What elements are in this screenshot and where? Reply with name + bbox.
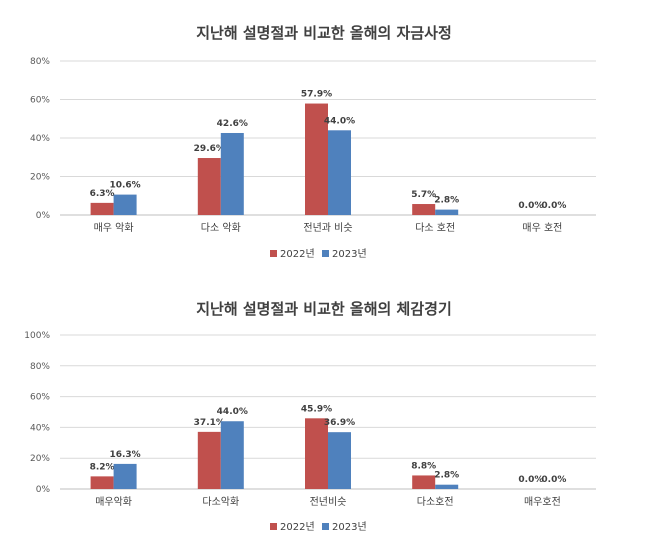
- chart-1-bar-2022: [90, 202, 114, 215]
- chart-1-category-label: 다소 악화: [201, 222, 241, 234]
- chart-2-data-label: 37.1%: [194, 418, 225, 428]
- chart-2-data-label: 0.0%: [541, 475, 566, 485]
- chart-2-data-label: 8.8%: [411, 461, 436, 471]
- chart-1-y-tick-label: 0%: [36, 211, 51, 221]
- chart-1-category-label: 매우 악화: [94, 222, 134, 234]
- chart-2-data-label: 2.8%: [434, 471, 459, 481]
- chart-1-bar-2022: [412, 204, 436, 215]
- chart-2-category-label: 전년비슷: [310, 496, 347, 508]
- chart-2-bar-2022: [412, 475, 436, 489]
- chart-2-data-label: 0.0%: [518, 475, 543, 485]
- chart-1-plot: 0% 20% 40% 60% 80% 6.3%10.6% 매우 악화 29.6% 42.6% 다소…: [30, 57, 596, 260]
- chart-2-title: 지난해 설명절과 비교한 올해의 체감경기: [196, 300, 452, 318]
- chart-1-legend-swatch-2023: [322, 250, 329, 257]
- chart-1-legend-label: 2022년: [280, 248, 315, 260]
- chart-2-data-label: 44.0%: [217, 407, 248, 417]
- chart-1-bar-2023: [328, 130, 351, 215]
- chart-2-data-label: 16.3%: [109, 450, 140, 460]
- chart-2-y-tick-label: 20%: [30, 454, 50, 464]
- chart-2-bar-2022: [197, 431, 221, 489]
- chart-2-y-tick-label: 40%: [30, 423, 50, 433]
- chart-2-legend-label: 2022년: [280, 521, 315, 533]
- chart-2-category-label: 매우호전: [524, 496, 561, 508]
- chart-2-legend-swatch-2023: [322, 523, 329, 530]
- chart-1-data-label: 0.0%: [518, 201, 543, 211]
- chart-1-data-label: 29.6%: [194, 144, 225, 154]
- chart-1-y-tick-label: 20%: [30, 173, 50, 183]
- chart-funding-situation: 0% 20% 40% 60% 80% 6.3% 10.6% 매우 악화 29.6% 42.6% 다소…: [30, 24, 596, 260]
- chart-2-legend-swatch-2022: [270, 523, 277, 530]
- chart-1-data-label: 0.0%: [541, 201, 566, 211]
- chart-business-sentiment: 0% 20% 40% 60% 80% 100% 8.2% 16.3% 매우악화 37.1% 44.0…: [0, 282, 648, 558]
- chart-1-bar-2022: [305, 103, 328, 215]
- chart-1-bar-2023: [113, 194, 137, 215]
- chart-1-bar-2023: [435, 209, 459, 215]
- chart-1-y-tick-label: 60%: [30, 96, 50, 106]
- chart-1-legend-swatch-2022: [270, 250, 277, 257]
- chart-1-y-tick-label: 80%: [30, 57, 50, 67]
- chart-1-data-label: 44.0%: [324, 116, 355, 126]
- chart-2-bar-2023: [113, 463, 137, 489]
- chart-2-plot: 0% 20% 40% 60% 80% 100% 8.2% 16.3% 매우악화 37.1%44.0…: [24, 331, 596, 533]
- chart-1-bar-2023: [220, 132, 244, 215]
- chart-2-bar-2023: [435, 484, 459, 489]
- chart-2-data-label: 45.9%: [301, 404, 332, 414]
- chart-2-category-label: 매우악화: [95, 496, 132, 508]
- chart-2-y-tick-label: 100%: [24, 331, 50, 341]
- chart-1-title: 지난해 설명절과 비교한 올해의 자금사정: [196, 24, 452, 42]
- chart-1-data-label: 42.6%: [217, 119, 248, 129]
- chart-2-data-label: 36.9%: [324, 418, 355, 428]
- chart-2-bar-2022: [90, 476, 114, 489]
- chart-1-data-label: 57.9%: [301, 90, 332, 100]
- chart-1-category-label: 매우 호전: [522, 222, 562, 234]
- chart-1-legend-label: 2023년: [332, 248, 367, 260]
- chart-2-bar-2023: [328, 432, 351, 489]
- chart-1-category-label: 다소 호전: [415, 222, 455, 234]
- chart-1-data-label: 5.7%: [411, 190, 436, 200]
- chart-2-category-label: 다소호전: [417, 496, 454, 508]
- chart-2-y-tick-label: 0%: [36, 485, 51, 495]
- chart-2-y-tick-label: 80%: [30, 362, 50, 372]
- chart-1-y-tick-label: 40%: [30, 134, 50, 144]
- chart-2-legend-label: 2023년: [332, 521, 367, 533]
- chart-1-category-label: 전년과 비슷: [303, 222, 352, 234]
- chart-1-data-label: 10.6%: [109, 181, 140, 191]
- chart-1-data-label: 2.8%: [434, 196, 459, 206]
- chart-2-y-tick-label: 60%: [30, 393, 50, 403]
- chart-2-data-label: 8.2%: [90, 462, 115, 472]
- chart-1-bar-2022: [197, 158, 221, 215]
- chart-2-bar-2022: [305, 418, 328, 489]
- chart-1-data-label: 6.3%: [90, 189, 115, 199]
- chart-2-bar-2023: [220, 421, 244, 489]
- chart-2-category-label: 다소악화: [202, 496, 239, 508]
